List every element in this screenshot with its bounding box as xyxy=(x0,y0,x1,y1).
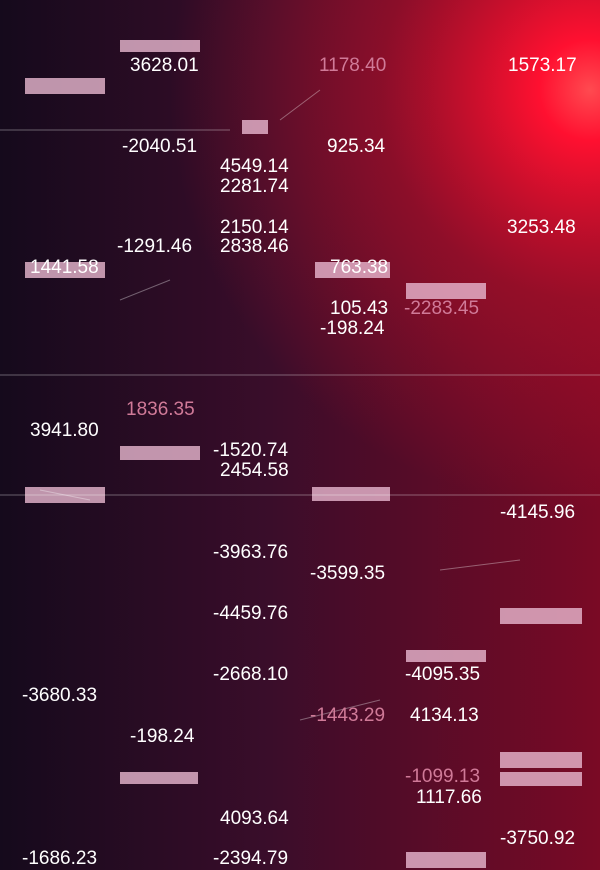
number-label: 3941.80 xyxy=(30,420,99,441)
number-label: 925.34 xyxy=(327,136,386,157)
decoration xyxy=(0,40,600,868)
number-label: 1836.35 xyxy=(126,399,195,420)
number-label: 4134.13 xyxy=(410,705,479,726)
number-label: 763.38 xyxy=(330,257,388,278)
number-label: -2394.79 xyxy=(213,848,288,869)
number-label: 1117.66 xyxy=(416,787,482,808)
number-label: -1443.29 xyxy=(310,705,385,726)
number-label: 3253.48 xyxy=(507,217,576,238)
number-label: -2668.10 xyxy=(213,664,288,685)
number-label: 2838.46 xyxy=(220,236,289,257)
number-label: 3628.01 xyxy=(130,55,199,76)
number-label: -3963.76 xyxy=(213,542,288,563)
number-label: -4095.35 xyxy=(405,664,480,685)
number-label: -3680.33 xyxy=(22,685,97,706)
number-label: -1099.13 xyxy=(405,766,480,787)
number-label: 2454.58 xyxy=(220,460,289,481)
number-label: -2040.51 xyxy=(122,136,197,157)
number-label: 1573.17 xyxy=(508,55,577,76)
number-label: -1291.46 xyxy=(117,236,192,257)
number-label: -198.24 xyxy=(320,318,385,339)
number-label: 2150.14 xyxy=(220,217,289,238)
number-label: -4145.96 xyxy=(500,502,575,523)
number-label: 4549.14 xyxy=(220,156,289,177)
number-label: -4459.76 xyxy=(213,603,288,624)
number-label: -2283.45 xyxy=(404,298,479,319)
number-label: -198.24 xyxy=(130,726,195,747)
number-label: -1686.23 xyxy=(22,848,97,869)
number-label: 1441.58 xyxy=(30,257,99,278)
number-label: 105.43 xyxy=(330,298,388,319)
number-label: -3599.35 xyxy=(310,563,385,584)
number-label: 1178.40 xyxy=(319,55,386,76)
number-label: 4093.64 xyxy=(220,808,289,829)
number-label: -1520.74 xyxy=(213,440,288,461)
number-label: 2281.74 xyxy=(220,176,289,197)
number-label: -3750.92 xyxy=(500,828,575,849)
